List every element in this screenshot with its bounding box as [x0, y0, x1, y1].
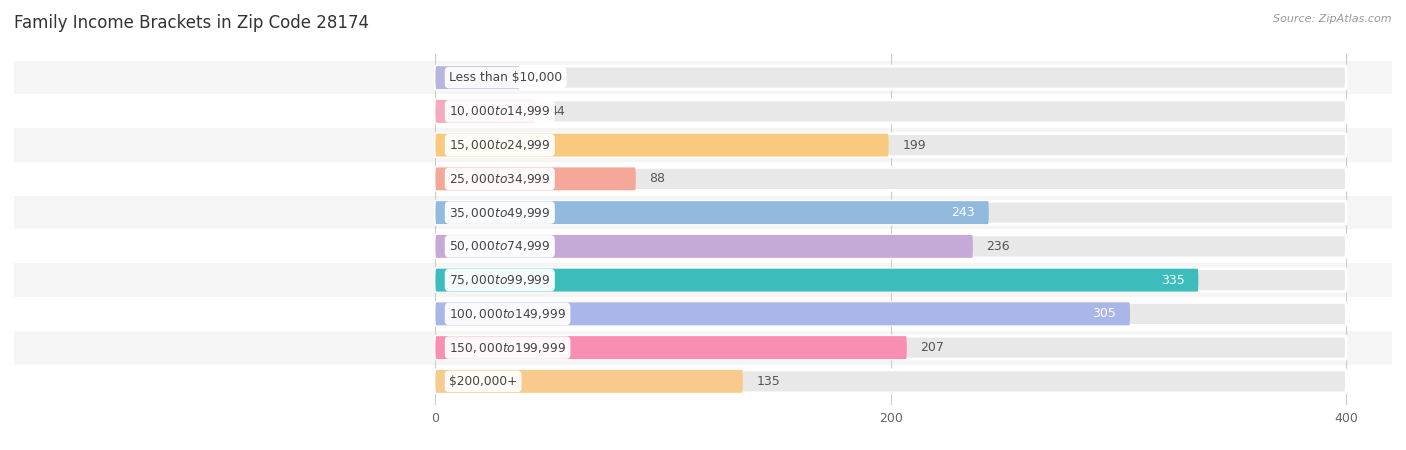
FancyBboxPatch shape	[436, 235, 1347, 258]
Text: 335: 335	[1161, 274, 1185, 287]
Text: Family Income Brackets in Zip Code 28174: Family Income Brackets in Zip Code 28174	[14, 14, 368, 32]
FancyBboxPatch shape	[436, 201, 1347, 224]
FancyBboxPatch shape	[436, 134, 1347, 157]
Text: 135: 135	[756, 375, 780, 388]
Text: $35,000 to $49,999: $35,000 to $49,999	[449, 206, 551, 220]
Text: $10,000 to $14,999: $10,000 to $14,999	[449, 104, 551, 118]
FancyBboxPatch shape	[436, 100, 1347, 123]
FancyBboxPatch shape	[436, 370, 1347, 393]
Text: 44: 44	[550, 105, 565, 118]
FancyBboxPatch shape	[436, 66, 520, 89]
Text: 88: 88	[650, 172, 665, 185]
FancyBboxPatch shape	[436, 269, 1347, 292]
FancyBboxPatch shape	[14, 162, 1392, 196]
FancyBboxPatch shape	[14, 331, 1392, 364]
FancyBboxPatch shape	[436, 370, 742, 393]
FancyBboxPatch shape	[14, 196, 1392, 230]
Text: 243: 243	[952, 206, 976, 219]
FancyBboxPatch shape	[14, 61, 1392, 94]
Text: $50,000 to $74,999: $50,000 to $74,999	[449, 239, 551, 253]
FancyBboxPatch shape	[14, 94, 1392, 128]
FancyBboxPatch shape	[14, 364, 1392, 398]
Text: 199: 199	[903, 139, 927, 152]
FancyBboxPatch shape	[14, 128, 1392, 162]
FancyBboxPatch shape	[436, 336, 1347, 359]
Text: 37: 37	[533, 71, 550, 84]
FancyBboxPatch shape	[436, 302, 1130, 325]
Text: 207: 207	[921, 341, 945, 354]
Text: $100,000 to $149,999: $100,000 to $149,999	[449, 307, 567, 321]
Text: $15,000 to $24,999: $15,000 to $24,999	[449, 138, 551, 152]
FancyBboxPatch shape	[14, 230, 1392, 263]
FancyBboxPatch shape	[436, 134, 889, 157]
Text: $200,000+: $200,000+	[449, 375, 517, 388]
FancyBboxPatch shape	[436, 100, 536, 123]
FancyBboxPatch shape	[436, 235, 973, 258]
FancyBboxPatch shape	[436, 269, 1198, 292]
FancyBboxPatch shape	[436, 66, 1347, 89]
FancyBboxPatch shape	[14, 297, 1392, 331]
FancyBboxPatch shape	[436, 201, 988, 224]
Text: 305: 305	[1092, 307, 1116, 320]
FancyBboxPatch shape	[436, 336, 907, 359]
FancyBboxPatch shape	[436, 302, 1347, 325]
Text: $150,000 to $199,999: $150,000 to $199,999	[449, 341, 567, 355]
Text: Less than $10,000: Less than $10,000	[449, 71, 562, 84]
Text: $25,000 to $34,999: $25,000 to $34,999	[449, 172, 551, 186]
FancyBboxPatch shape	[436, 167, 1347, 190]
FancyBboxPatch shape	[436, 167, 636, 190]
Text: $75,000 to $99,999: $75,000 to $99,999	[449, 273, 551, 287]
FancyBboxPatch shape	[14, 263, 1392, 297]
Text: Source: ZipAtlas.com: Source: ZipAtlas.com	[1274, 14, 1392, 23]
Text: 236: 236	[987, 240, 1010, 253]
